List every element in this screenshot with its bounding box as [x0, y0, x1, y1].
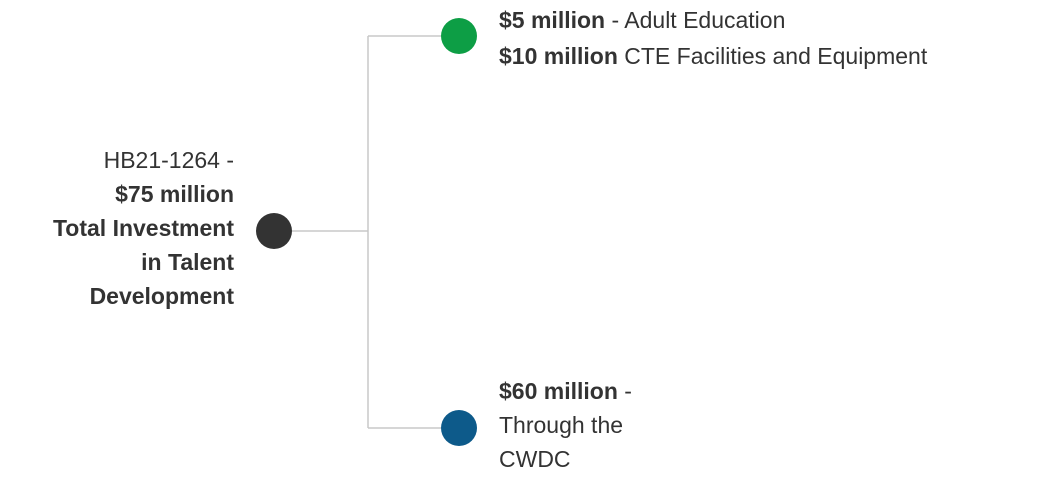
root-amount-text: $75 million	[115, 181, 234, 207]
top-item-2-desc: CTE Facilities and Equipment	[617, 43, 928, 69]
top-branch-label: $5 million - Adult Education $10 million…	[499, 2, 1037, 74]
root-desc-line3: Development	[89, 283, 234, 309]
top-branch-node	[441, 18, 477, 54]
root-label: HB21-1264 - $75 million Total Investment…	[4, 143, 234, 313]
root-desc-line2: in Talent	[141, 249, 234, 275]
top-item-1-desc: - Adult Education	[605, 7, 786, 33]
root-node	[256, 213, 292, 249]
bottom-branch-label: $60 million - Through the CWDC	[499, 374, 699, 476]
top-item-2-amount: $10 million	[499, 43, 618, 69]
bottom-branch-line-3: CWDC	[499, 446, 571, 472]
bottom-branch-line-2: Through the	[499, 412, 624, 438]
root-desc-line1: Total Investment	[52, 215, 234, 241]
top-branch-item-1: $5 million - Adult Education	[499, 2, 1037, 38]
bottom-amount-suffix: -	[617, 378, 632, 404]
bottom-branch-line-1: $60 million -	[499, 374, 699, 408]
top-item-1-amount: $5 million	[499, 7, 606, 33]
bottom-amount: $60 million	[499, 378, 618, 404]
bottom-branch-node	[441, 410, 477, 446]
root-bill-text: HB21-1264 -	[103, 147, 234, 173]
top-branch-item-2: $10 million CTE Facilities and Equipment	[499, 38, 1037, 74]
